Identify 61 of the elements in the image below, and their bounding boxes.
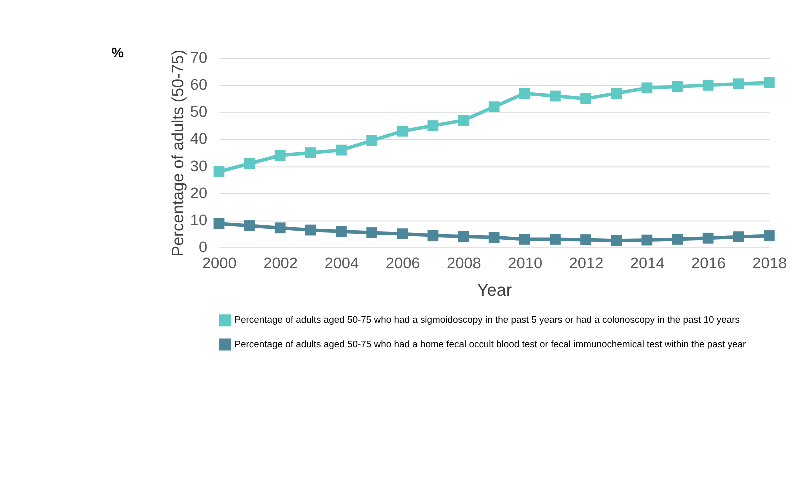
point — [336, 144, 347, 156]
y-tick-label: 60 — [190, 77, 208, 94]
x-tick-label: 2010 — [508, 256, 543, 273]
point — [305, 148, 316, 158]
point — [336, 226, 347, 238]
x-tick-label: 2006 — [386, 256, 420, 273]
point — [366, 228, 378, 238]
point — [764, 230, 775, 242]
y-tick-label: 10 — [190, 212, 208, 230]
point — [580, 94, 592, 104]
point — [580, 234, 592, 246]
x-tick-label: 2016 — [692, 256, 726, 273]
point — [488, 232, 500, 244]
x-tick-label: 2008 — [446, 256, 482, 273]
point — [244, 158, 256, 170]
point — [611, 235, 622, 246]
point — [550, 90, 561, 102]
x-axis-title: Year — [477, 280, 512, 300]
point — [642, 82, 653, 94]
point — [428, 120, 439, 132]
point — [305, 224, 316, 236]
point — [458, 231, 470, 242]
x-tick-label: 2018 — [752, 256, 788, 273]
legend-label: Percentage of adults aged 50-75 who had a sigmoidoscopy in the past 5 years or had a colonoscopy in the past 10 years — [234, 315, 740, 326]
point — [214, 218, 225, 230]
x-tick-label: 2014 — [630, 256, 666, 273]
point — [611, 88, 622, 100]
y-tick-label: 0 — [199, 239, 208, 256]
point — [519, 88, 530, 100]
y-tick-label: 50 — [190, 104, 208, 122]
x-tick-label: 2004 — [324, 256, 360, 273]
point — [702, 80, 714, 91]
legend-label: Percentage of adults aged 50-75 who had a home fecal occult blood test or fecal immunochemical test within the past year — [234, 339, 746, 350]
y-tick-label: 20 — [190, 185, 208, 202]
point — [550, 234, 561, 245]
point — [244, 220, 256, 232]
point — [519, 234, 530, 245]
point — [702, 232, 714, 244]
point — [366, 135, 378, 146]
x-tick-label: 2002 — [264, 256, 298, 273]
point — [458, 115, 470, 126]
x-tick-label: 2012 — [569, 256, 604, 273]
x-tick-label: 2000 — [202, 256, 237, 273]
y-tick-label: 30 — [190, 158, 208, 176]
point — [397, 228, 408, 240]
point — [214, 166, 225, 178]
point — [764, 77, 775, 88]
point — [274, 150, 286, 162]
point — [672, 234, 684, 245]
y-tick-label: 70 — [190, 50, 208, 68]
text: % — [112, 46, 124, 61]
y-tick-label: 40 — [190, 131, 208, 148]
point — [642, 234, 653, 246]
y-axis-title: Percentage of adults (50-75) — [170, 50, 188, 257]
point — [428, 230, 439, 242]
point — [274, 222, 286, 234]
point — [733, 78, 744, 90]
point — [488, 102, 500, 113]
point — [733, 232, 744, 242]
point — [397, 126, 408, 137]
point — [672, 81, 684, 92]
